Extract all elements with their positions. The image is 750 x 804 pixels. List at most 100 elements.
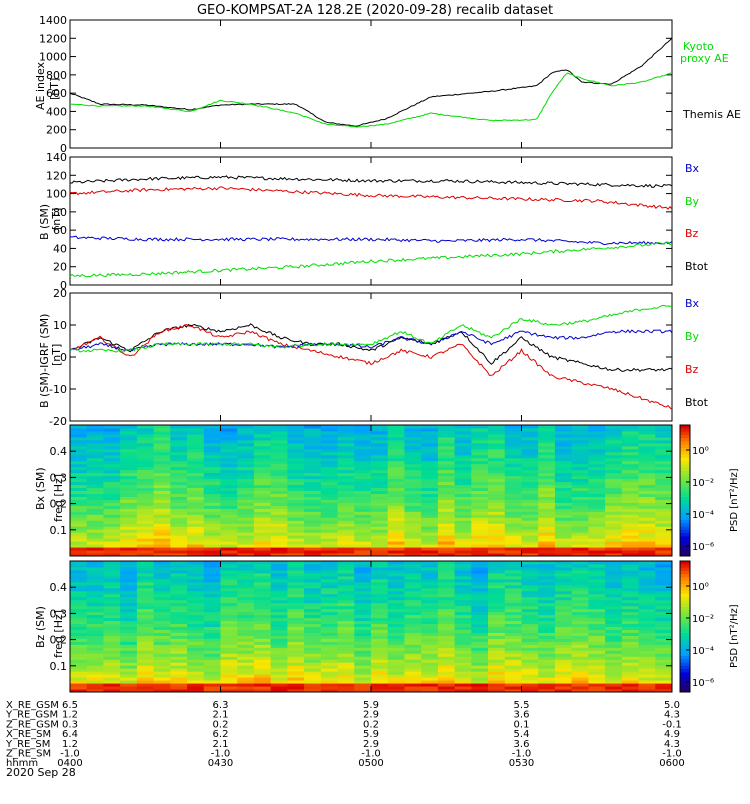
spectrogram-cell	[237, 674, 255, 678]
spectrogram-cell	[521, 532, 539, 536]
spectrogram-cell	[320, 575, 339, 580]
spectrogram-cell	[588, 526, 606, 530]
ephemeris-value: -0.1	[662, 719, 682, 730]
colorbar-segment	[680, 523, 690, 528]
spectrogram-cell	[421, 544, 439, 548]
spectrogram-cell	[203, 584, 221, 589]
spectrogram-cell	[655, 608, 673, 613]
spectrogram-cell	[655, 575, 673, 580]
spectrogram-cell	[170, 569, 188, 574]
spectrogram-cell	[488, 665, 506, 669]
spectrogram-cell	[655, 511, 673, 515]
spectrogram-cell	[588, 451, 606, 456]
spectrogram-cell	[504, 544, 522, 548]
spectrogram-cell	[287, 590, 305, 595]
spectrogram-cell	[638, 602, 656, 607]
spectrogram-cell	[70, 439, 88, 444]
spectrogram-cell	[337, 493, 355, 497]
spectrogram-cell	[170, 608, 188, 613]
spectrogram-cell	[421, 481, 439, 486]
spectrogram-cell	[605, 466, 623, 471]
spectrogram-cell	[287, 599, 305, 604]
spectrogram-cell	[387, 433, 405, 438]
spectrogram-cell	[270, 523, 288, 527]
spectrogram-cell	[454, 674, 472, 678]
spectrogram-cell	[638, 517, 656, 521]
spectrogram-cell	[371, 632, 389, 636]
ytick-label: 0.3	[50, 471, 68, 484]
spectrogram-cell	[371, 569, 389, 574]
spectrogram-cell	[103, 460, 121, 465]
spectrogram-cell	[170, 587, 188, 592]
spectrogram-cell	[153, 475, 171, 480]
spectrogram-cell	[153, 484, 171, 489]
spectrogram-cell	[538, 638, 556, 642]
spectrogram-cell	[136, 650, 155, 654]
spectrogram-cell	[70, 596, 88, 601]
spectrogram-cell	[421, 581, 439, 586]
spectrogram-cell	[554, 680, 573, 684]
spectrogram-cell	[471, 626, 489, 630]
spectrogram-cell	[170, 511, 188, 515]
spectrogram-cell	[153, 563, 171, 568]
spectrogram-cell	[70, 544, 88, 548]
ytick-label: 200	[46, 124, 67, 137]
spectrogram-cell	[136, 668, 155, 672]
spectrogram-cell	[287, 442, 305, 447]
spectrogram-cell	[421, 635, 439, 639]
spectrogram-cell	[588, 514, 606, 518]
spectrogram-cell	[203, 514, 221, 518]
spectrogram-cell	[253, 535, 272, 539]
spectrogram-cell	[220, 496, 238, 500]
spectrogram-cell	[237, 454, 255, 459]
spectrogram-cell	[103, 623, 121, 627]
spectrogram-cell	[638, 596, 656, 601]
ephemeris-value: -1.0	[361, 749, 381, 760]
spectrogram-cell	[320, 484, 339, 489]
spectrogram-cell	[488, 668, 506, 672]
spectrogram-cell	[605, 641, 623, 645]
spectrogram-cell	[387, 632, 405, 636]
spectrogram-cell	[304, 650, 322, 654]
spectrogram-cell	[337, 683, 355, 687]
spectrogram-cell	[554, 529, 573, 533]
spectrogram-cell	[387, 653, 405, 657]
spectrogram-cell	[153, 659, 171, 663]
spectrogram-cell	[320, 544, 339, 548]
spectrogram-cell	[253, 590, 272, 595]
spectrogram-cell	[571, 457, 589, 462]
spectrogram-cell	[638, 481, 656, 486]
spectrogram-cell	[320, 526, 339, 530]
spectrogram-cell	[387, 532, 405, 536]
spectrogram-cell	[320, 523, 339, 527]
spectrogram-cell	[220, 451, 238, 456]
spectrogram-cell	[270, 508, 288, 512]
spectrogram-cell	[153, 487, 171, 491]
spectrogram-cell	[136, 659, 155, 663]
spectrogram-cell	[504, 430, 522, 435]
spectrogram-cell	[504, 517, 522, 521]
spectrogram-cell	[488, 517, 506, 521]
spectrogram-cell	[304, 553, 322, 557]
ephemeris-row-label: Z_RE_SM	[6, 749, 51, 760]
spectrogram-cell	[304, 436, 322, 441]
spectrogram-cell	[220, 508, 238, 512]
spectrogram-cell	[571, 584, 589, 589]
spectrogram-cell	[237, 475, 255, 480]
spectrogram-cell	[120, 445, 138, 450]
spectrogram-cell	[638, 538, 656, 542]
spectrogram-cell	[488, 614, 506, 619]
spectrogram-cell	[371, 547, 389, 551]
spectrogram-cell	[488, 487, 506, 491]
spectrogram-cell	[287, 561, 305, 565]
spectrogram-cell	[521, 653, 539, 657]
colorbar-segment	[680, 659, 690, 664]
spectrogram-cell	[287, 596, 305, 601]
spectrogram-cell	[655, 674, 673, 678]
spectrogram-cell	[371, 644, 389, 648]
colorbar-segment	[680, 577, 690, 582]
spectrogram-cell	[588, 605, 606, 610]
spectrogram-cell	[320, 532, 339, 536]
spectrogram-cell	[187, 547, 205, 551]
